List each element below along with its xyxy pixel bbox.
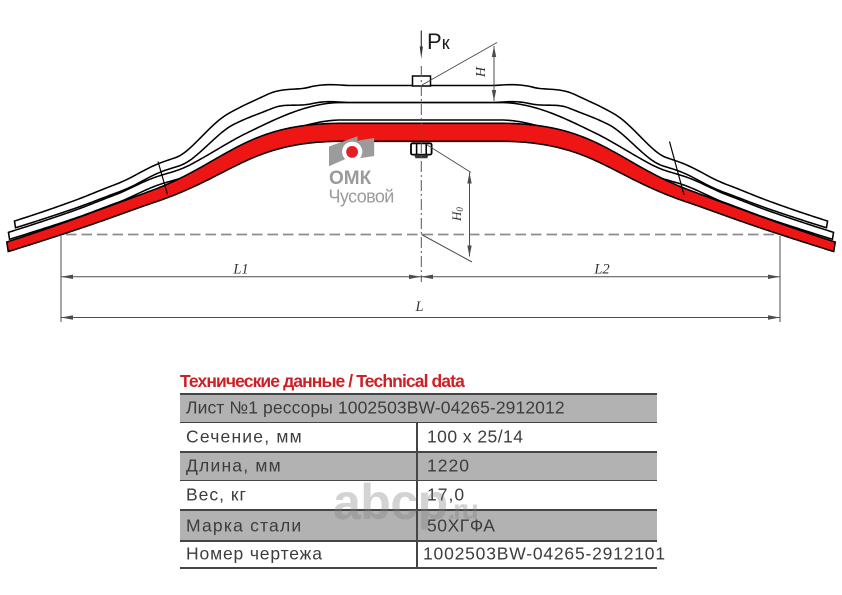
svg-text:L1: L1 bbox=[232, 262, 248, 278]
svg-text:ОМК: ОМК bbox=[329, 168, 372, 189]
svg-text:Рк: Рк bbox=[427, 29, 450, 54]
svg-text:L2: L2 bbox=[593, 262, 609, 278]
svg-text:H0: H0 bbox=[449, 207, 465, 222]
svg-text:L: L bbox=[414, 299, 423, 315]
svg-text:H: H bbox=[474, 66, 489, 78]
svg-text:Чусовой: Чусовой bbox=[329, 187, 394, 207]
